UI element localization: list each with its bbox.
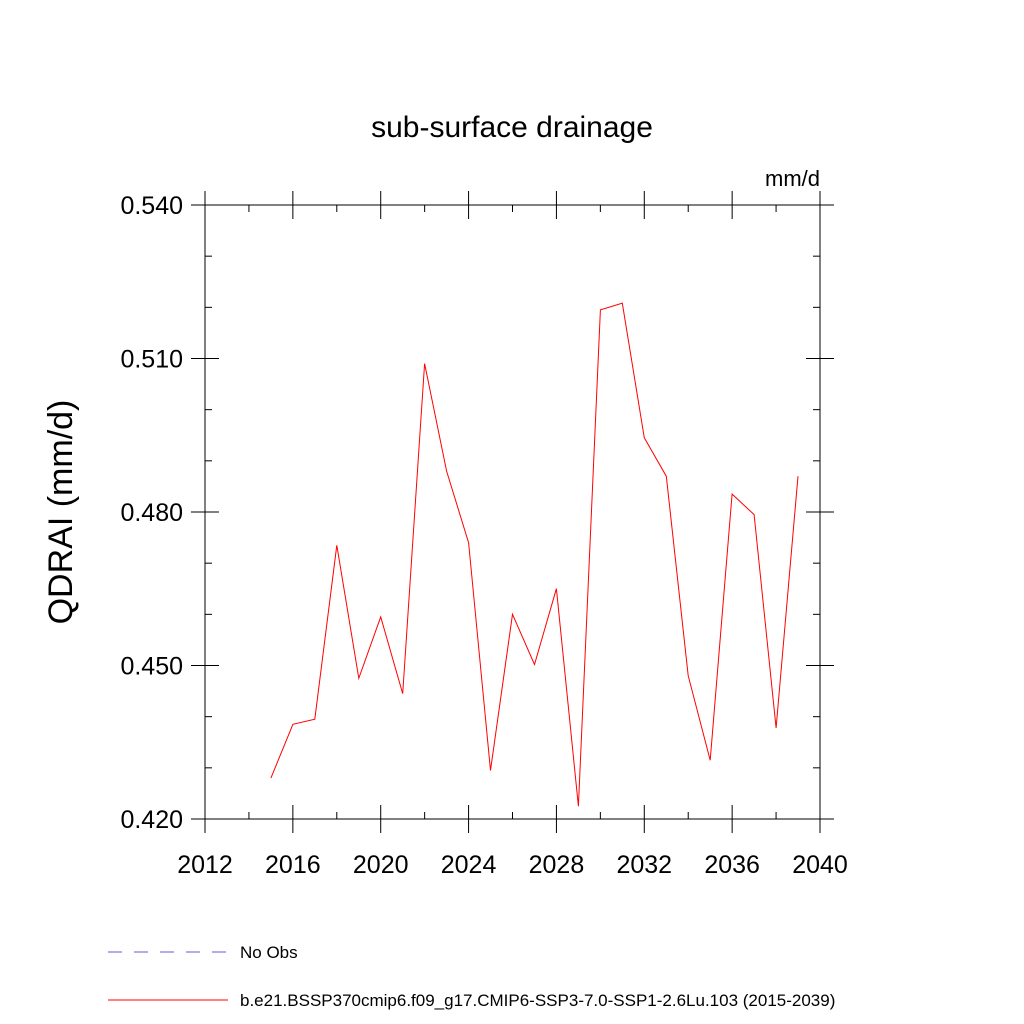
legend: No Obs b.e21.BSSP370cmip6.f09_g17.CMIP6-S… [108,943,835,1010]
y-tick-label: 0.510 [120,346,183,374]
x-tick-label: 2024 [441,851,497,879]
plot-border [204,204,821,820]
y-tick-label: 0.450 [120,653,183,681]
y-axis-label: QDRAI (mm/d) [42,400,80,625]
chart-title: sub-surface drainage [371,111,653,144]
legend-label: No Obs [240,943,298,962]
x-tick-label: 2028 [529,851,585,879]
x-axis: 2012 2016 2020 2024 2028 2032 2036 2040 [177,191,848,879]
units-label: mm/d [765,166,820,191]
series-layer [270,302,799,807]
x-tick-label: 2016 [265,851,321,879]
x-tick-label: 2032 [616,851,672,879]
legend-label: b.e21.BSSP370cmip6.f09_g17.CMIP6-SSP3-7.… [240,991,835,1010]
y-tick-label: 0.480 [120,499,183,527]
y-axis: 0.420 0.450 0.480 0.510 0.540 [120,192,834,834]
x-tick-label: 2012 [177,851,233,879]
minor-ticks [204,204,821,820]
plot-area [204,204,821,820]
x-tick-label: 2020 [353,851,409,879]
series-line [270,302,799,807]
x-tick-label: 2036 [704,851,760,879]
x-tick-label: 2040 [792,851,848,879]
y-tick-label: 0.540 [120,192,183,220]
y-tick-label: 0.420 [120,806,183,834]
